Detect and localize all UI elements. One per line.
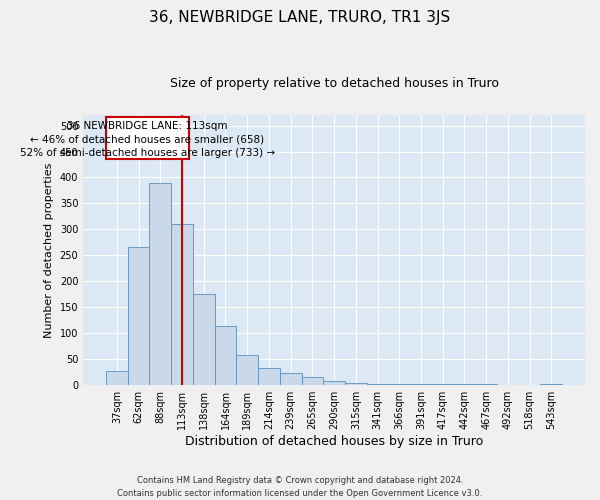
Text: 36, NEWBRIDGE LANE, TRURO, TR1 3JS: 36, NEWBRIDGE LANE, TRURO, TR1 3JS bbox=[149, 10, 451, 25]
Bar bbox=[106, 370, 128, 384]
Bar bbox=[258, 368, 280, 384]
Title: Size of property relative to detached houses in Truro: Size of property relative to detached ho… bbox=[170, 78, 499, 90]
Bar bbox=[193, 294, 215, 384]
X-axis label: Distribution of detached houses by size in Truro: Distribution of detached houses by size … bbox=[185, 434, 483, 448]
Text: ← 46% of detached houses are smaller (658): ← 46% of detached houses are smaller (65… bbox=[30, 135, 265, 145]
Bar bbox=[280, 374, 302, 384]
Bar bbox=[323, 381, 345, 384]
Bar bbox=[149, 182, 171, 384]
Bar bbox=[215, 326, 236, 384]
Y-axis label: Number of detached properties: Number of detached properties bbox=[44, 162, 54, 338]
Bar bbox=[302, 378, 323, 384]
Bar bbox=[106, 118, 188, 160]
Bar bbox=[171, 224, 193, 384]
Bar bbox=[345, 383, 367, 384]
Bar bbox=[236, 355, 258, 384]
Text: 52% of semi-detached houses are larger (733) →: 52% of semi-detached houses are larger (… bbox=[20, 148, 275, 158]
Bar bbox=[128, 248, 149, 384]
Text: 36 NEWBRIDGE LANE: 113sqm: 36 NEWBRIDGE LANE: 113sqm bbox=[67, 122, 227, 132]
Text: Contains HM Land Registry data © Crown copyright and database right 2024.
Contai: Contains HM Land Registry data © Crown c… bbox=[118, 476, 482, 498]
